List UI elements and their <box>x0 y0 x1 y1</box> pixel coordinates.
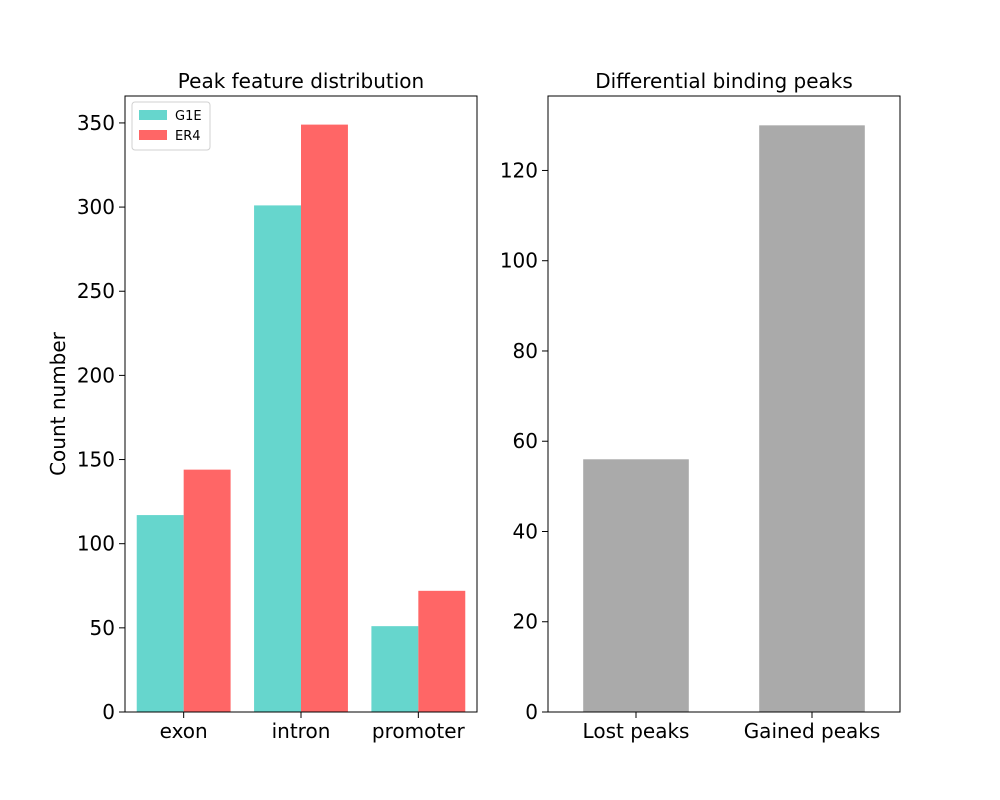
y-tick-label: 0 <box>525 700 538 724</box>
bar-g1e-intron <box>254 205 301 712</box>
x-tick-label: promoter <box>372 719 466 743</box>
y-tick-label: 200 <box>77 363 115 387</box>
chart-title: Differential binding peaks <box>595 69 853 93</box>
y-axis: 0 50 100 150 200 250 300 350 <box>77 111 125 724</box>
panel-differential-binding-peaks: Differential binding peaks 0 20 40 60 80 100 1… <box>500 69 901 743</box>
bar-gained-peaks <box>759 125 865 713</box>
y-tick-label: 20 <box>513 610 538 634</box>
plot-frame <box>547 95 901 713</box>
bar-g1e-exon <box>136 515 184 712</box>
x-axis: Lost peaks Gained peaks <box>583 712 881 743</box>
x-tick-label: intron <box>272 719 331 743</box>
legend-swatch-er4 <box>139 130 167 140</box>
legend-swatch-g1e <box>139 110 167 120</box>
y-tick-label: 100 <box>77 532 115 556</box>
y-tick-label: 120 <box>500 158 538 182</box>
x-tick-label: exon <box>160 719 208 743</box>
y-axis-label: Count number <box>46 331 70 476</box>
y-tick-label: 60 <box>513 429 538 453</box>
bar-er4-intron <box>301 124 348 713</box>
y-tick-label: 150 <box>77 448 115 472</box>
bar-er4-promoter <box>418 590 466 712</box>
bar-group <box>136 124 466 713</box>
bar-er4-exon <box>183 469 231 712</box>
panel-peak-feature-distribution: Peak feature distribution Count number 0… <box>46 69 478 743</box>
x-axis: exon intron promoter <box>160 712 466 743</box>
chart-title: Peak feature distribution <box>178 69 424 93</box>
bar-lost-peaks <box>583 459 689 712</box>
bar-group <box>583 125 865 713</box>
legend-label-er4: ER4 <box>175 129 201 144</box>
x-tick-label: Lost peaks <box>583 719 690 743</box>
y-axis: 0 20 40 60 80 100 120 <box>500 158 548 724</box>
y-tick-label: 250 <box>77 279 115 303</box>
x-tick-label: Gained peaks <box>744 719 881 743</box>
y-tick-label: 40 <box>513 519 538 543</box>
y-tick-label: 350 <box>77 111 115 135</box>
y-tick-label: 0 <box>102 700 115 724</box>
legend-label-g1e: G1E <box>175 109 202 124</box>
y-tick-label: 80 <box>513 339 538 363</box>
y-tick-label: 50 <box>90 616 115 640</box>
y-tick-label: 100 <box>500 249 538 273</box>
bar-g1e-promoter <box>371 626 419 712</box>
y-tick-label: 300 <box>77 195 115 219</box>
